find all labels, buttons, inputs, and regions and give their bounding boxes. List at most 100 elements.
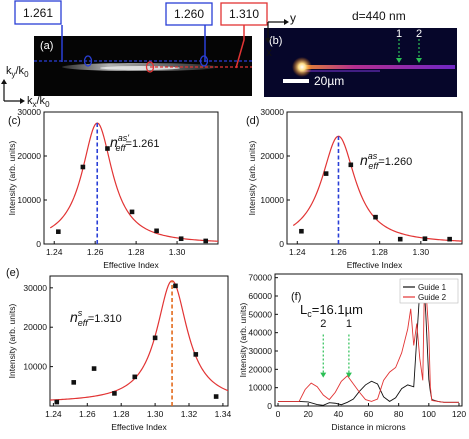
data-point	[173, 283, 178, 289]
panel-tag: (c)	[8, 115, 21, 127]
y-tick-label: 50000	[248, 309, 272, 319]
excitation-spot	[292, 57, 312, 77]
y-tick-label: 10000	[248, 383, 272, 393]
arrow-b-1	[396, 39, 402, 63]
series-line	[278, 286, 459, 406]
panel-tag: (e)	[6, 267, 19, 279]
y-tick-label: 0	[267, 401, 272, 411]
arrow-label: 2	[320, 318, 326, 330]
x-tick-label: 1.34	[215, 409, 232, 419]
y-tick-label: 10000	[17, 195, 41, 205]
x-tick-label: 1.26	[87, 247, 104, 257]
blue-circle-right	[199, 55, 209, 67]
y-tick-label: 30000	[260, 107, 284, 117]
kx-ky-axes-icon	[1, 79, 25, 104]
data-point	[129, 209, 135, 215]
data-point	[91, 366, 97, 371]
y-tick-label: 40000	[248, 328, 272, 338]
panel-a-tag: (a)	[40, 40, 53, 52]
data-point	[373, 214, 378, 220]
x-tick-label: 1.32	[181, 409, 198, 419]
fit-curve	[292, 135, 463, 242]
value-box-right	[220, 2, 268, 26]
value-left: 1.261	[23, 6, 53, 20]
panel-b: 20µm (b) y x d=440 nm 1 2	[264, 9, 457, 97]
arrow-b-2-label: 2	[416, 28, 422, 40]
data-point	[56, 229, 61, 234]
value-right: 1.310	[229, 7, 259, 21]
panel-tag: (d)	[246, 115, 259, 127]
pointer-right	[235, 25, 245, 69]
value-middle: 1.260	[174, 7, 204, 21]
y-tick-label: 60000	[248, 291, 272, 301]
ky-label: ky/k0	[6, 65, 29, 79]
y-tick-label: 30000	[248, 346, 272, 356]
y-tick-label: 10000	[23, 362, 47, 372]
y-tick-label: 20000	[248, 364, 272, 374]
y-tick-label: 30000	[17, 107, 41, 117]
x-tick-label: 100	[422, 409, 436, 419]
green-arrow-head	[345, 372, 352, 378]
data-point	[154, 228, 159, 234]
y-tick-label: 20000	[17, 151, 41, 161]
x-tick-label: 1.24	[45, 409, 62, 419]
panel-a: 1.261 1.260 1.310 (a) ky/k0 kx/k0	[1, 0, 268, 109]
x-tick-label: 60	[364, 409, 374, 419]
data-point	[71, 380, 77, 385]
plot-frame	[43, 111, 219, 245]
panel-tag: (f)	[291, 291, 301, 303]
x-tick-label: 1.24	[289, 247, 306, 257]
x-tick-label: 120	[452, 409, 466, 419]
thickness-label: d=440 nm	[352, 9, 406, 23]
plot-frame	[49, 275, 229, 407]
near-field-image	[264, 28, 457, 97]
y-axis-label: y	[290, 11, 296, 25]
y-tick-label: 30000	[23, 283, 47, 293]
arrow-b-1-label: 1	[396, 28, 402, 40]
chart-panel-e: 1.24 1.26 1.28 1.30 1.32 1.34 10000 20000 30000 E…	[6, 267, 231, 432]
y-tick-label: 20000	[23, 322, 47, 332]
x-tick-label: 1.28	[113, 409, 130, 419]
arrow-b-2	[416, 39, 422, 63]
data-point	[203, 238, 209, 244]
value-box-middle	[165, 2, 213, 26]
chart-panel-f: 0 20 40 60 80 100 120 0 10000 20000 30000 40000 5000…	[238, 273, 466, 432]
red-circle	[145, 61, 155, 73]
y-tick-label: 10000	[260, 195, 284, 205]
data-point	[397, 236, 403, 242]
value-box-left	[14, 0, 62, 25]
blue-circle-left	[83, 55, 93, 67]
data-point	[132, 374, 138, 380]
data-point	[447, 236, 452, 242]
y-axis-title: Intensity (arb. units)	[238, 303, 248, 378]
x-tick-label: 80	[394, 409, 404, 419]
legend-label: Guide 2	[418, 293, 447, 302]
data-point	[105, 146, 110, 151]
y-tick-label: 20000	[260, 151, 284, 161]
x-tick-label: 1.28	[371, 247, 388, 257]
data-point	[80, 164, 86, 170]
data-point	[152, 335, 158, 341]
x-tick-label: 1.30	[147, 409, 164, 419]
y-axis-title: Intensity (arb. units)	[247, 141, 257, 216]
data-point	[348, 162, 354, 168]
series-line	[278, 286, 459, 403]
x-tick-label: 40	[334, 409, 344, 419]
lc-annotation: Lc=16.1µm	[300, 302, 363, 319]
panel-b-tag: (b)	[269, 35, 282, 47]
legend-box	[399, 278, 459, 304]
x-tick-label: 1.30	[169, 247, 186, 257]
data-point	[178, 236, 184, 242]
x-axis-label: x	[266, 45, 272, 59]
data-point	[299, 228, 304, 234]
x-tick-label: 1.24	[46, 247, 63, 257]
chart-panel-c: 1.24 1.26 1.28 1.30 0 10000 20000 30000 Effectiv…	[7, 107, 219, 270]
x-tick-label: 0	[276, 409, 281, 419]
data-point	[422, 236, 428, 242]
fit-curve	[49, 122, 219, 242]
x-tick-label: 1.30	[413, 247, 430, 257]
xy-axes-icon	[265, 19, 289, 43]
data-point	[213, 394, 219, 399]
y-axis-title: Intensity (arb. units)	[7, 141, 17, 216]
